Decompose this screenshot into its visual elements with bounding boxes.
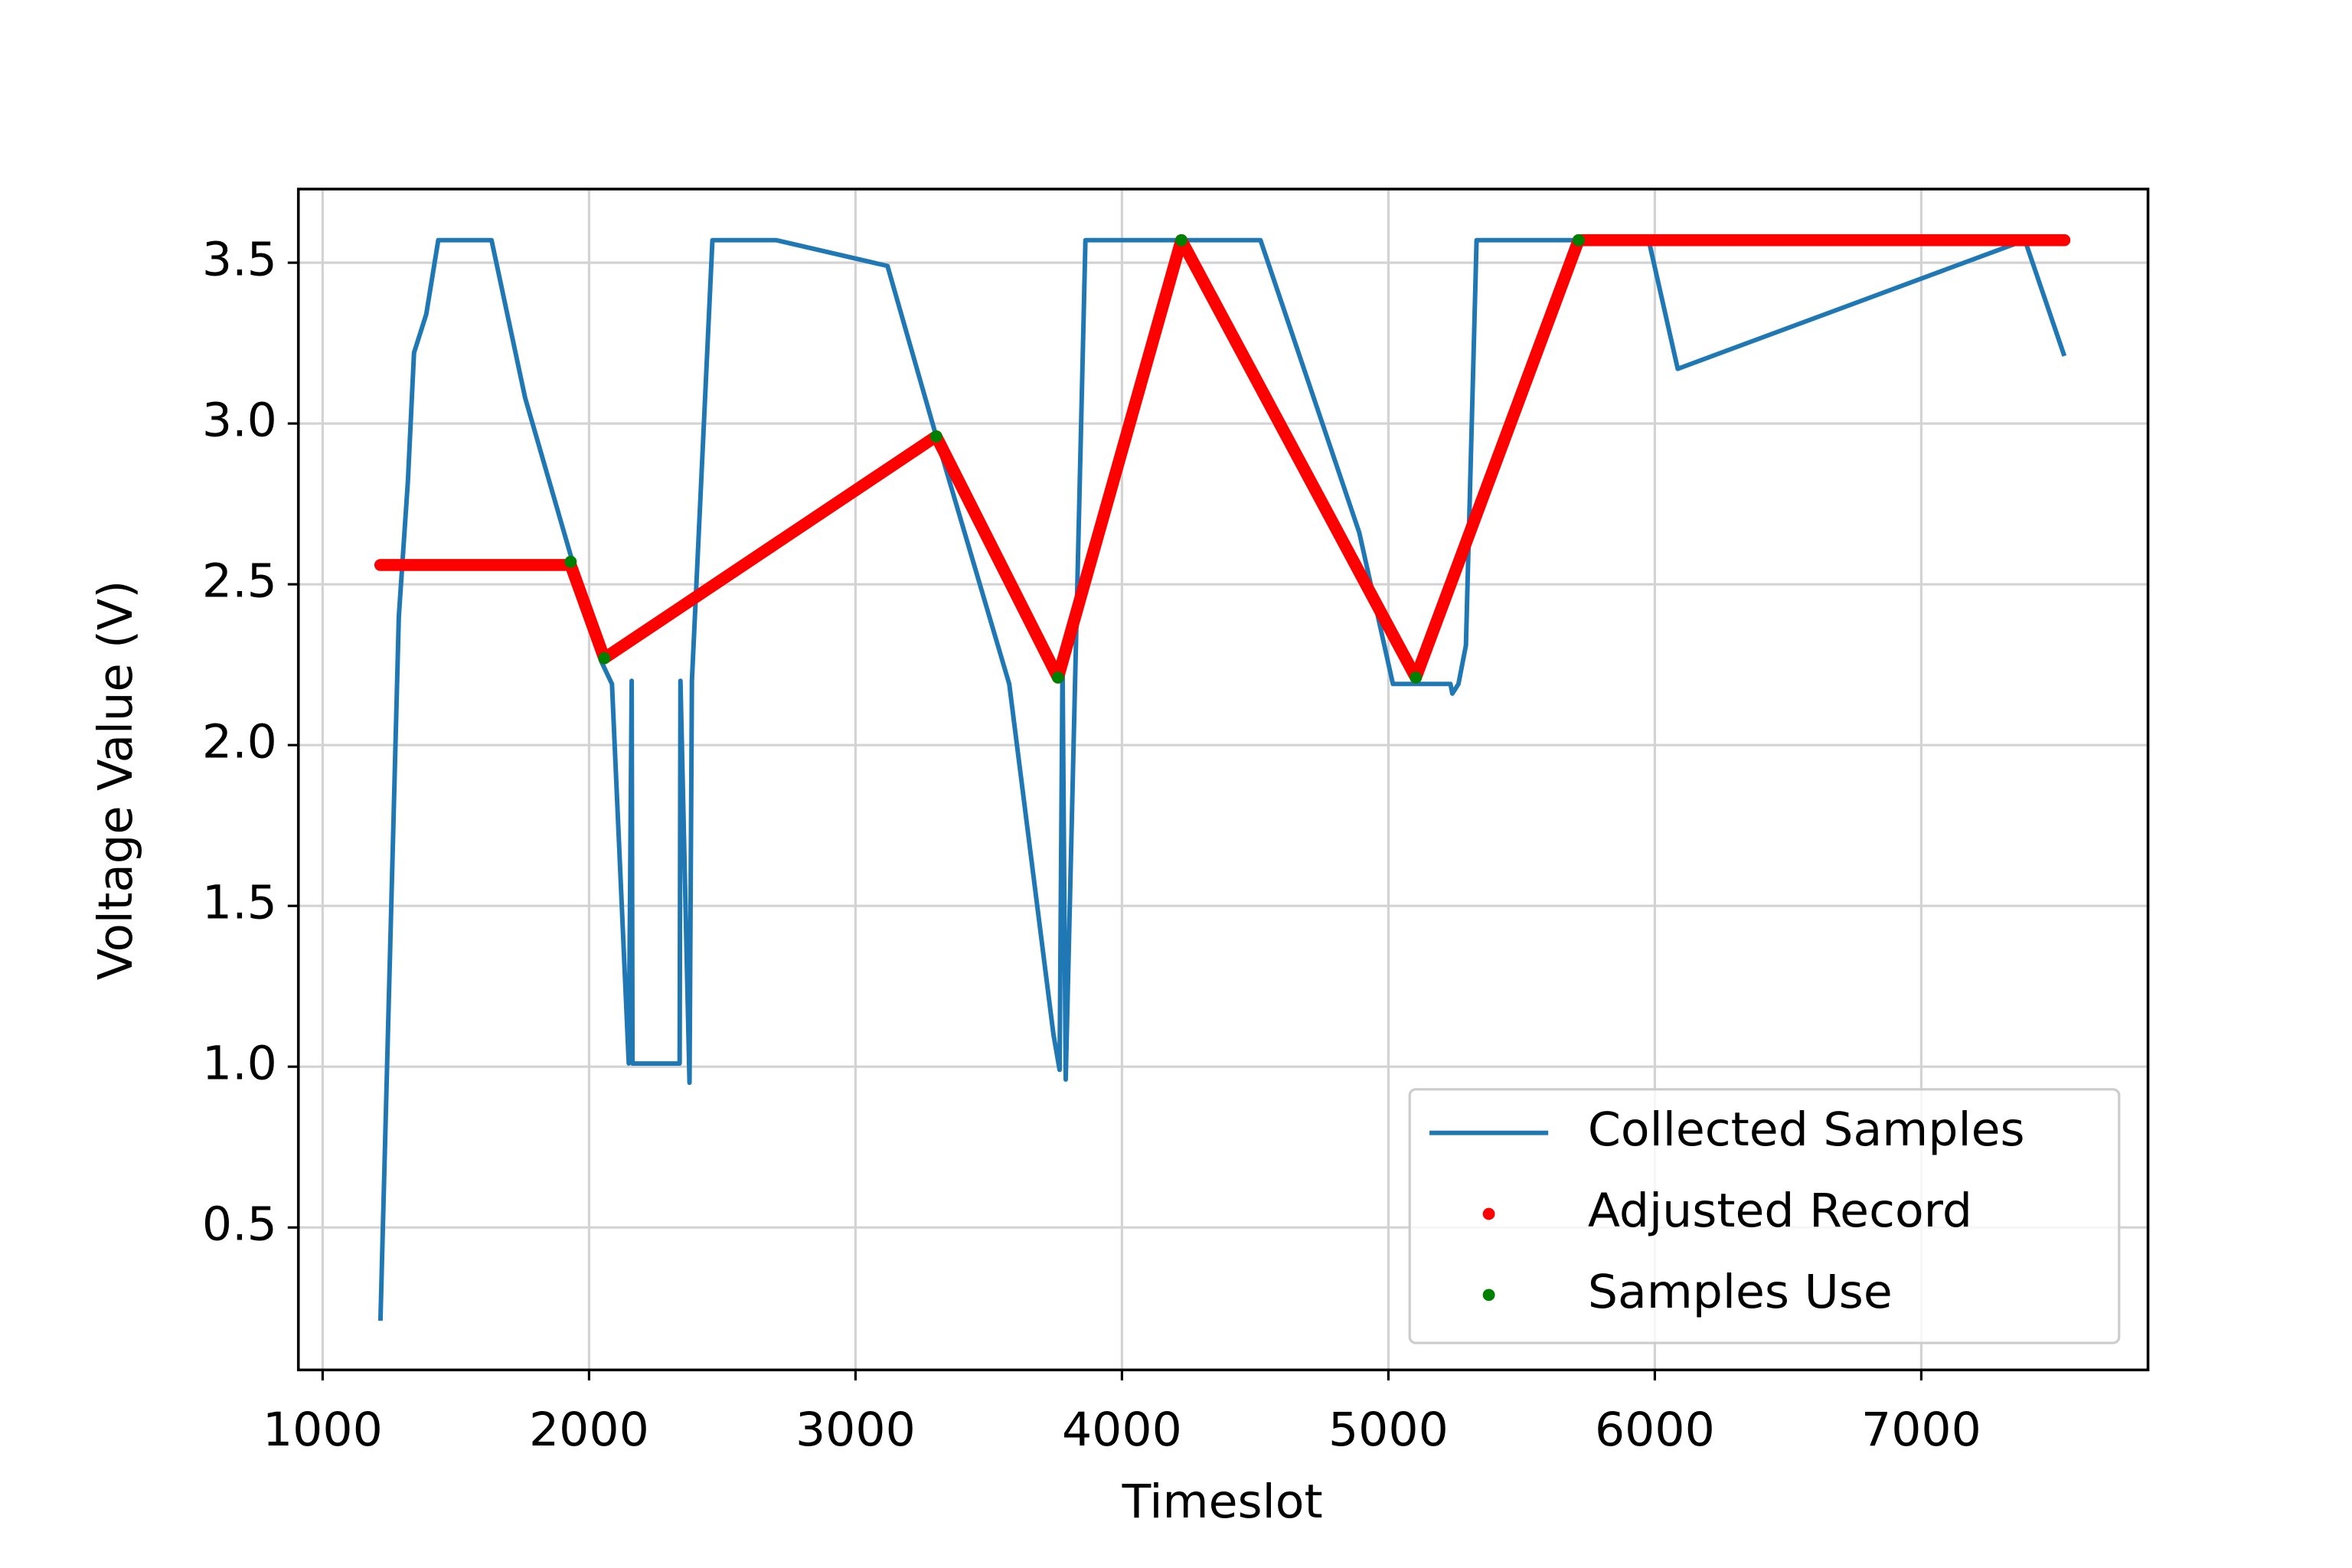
y-tick-label: 3.5	[202, 233, 277, 287]
y-axis-label: Voltage Value (V)	[88, 580, 143, 980]
legend-label: Samples Use	[1588, 1265, 1893, 1319]
data-line	[377, 237, 2067, 1321]
y-tick-label: 1.0	[202, 1037, 277, 1091]
x-tick-label: 7000	[1861, 1403, 1981, 1457]
x-axis-label: Timeslot	[1122, 1475, 1323, 1530]
legend-label: Adjusted Record	[1588, 1184, 1972, 1238]
data-point	[1410, 671, 1423, 684]
data-point	[929, 430, 942, 443]
legend-swatch	[1482, 1207, 1495, 1220]
x-tick-label: 6000	[1595, 1403, 1715, 1457]
x-tick-label: 1000	[263, 1403, 383, 1457]
data-point	[564, 555, 577, 568]
legend-label: Collected Samples	[1588, 1103, 2025, 1158]
plot-frame	[296, 188, 2150, 1372]
y-tick-label: 0.5	[202, 1197, 277, 1252]
x-tick-label: 4000	[1062, 1403, 1182, 1457]
x-tick-label: 2000	[529, 1403, 649, 1457]
x-tick-label: 3000	[795, 1403, 916, 1457]
y-tick-label: 3.0	[202, 394, 277, 448]
y-tick-label: 2.0	[202, 715, 277, 769]
y-tick-label: 2.5	[202, 554, 277, 609]
y-tick-label: 1.5	[202, 876, 277, 930]
legend-box	[1408, 1088, 2121, 1344]
legend-swatch	[1482, 1289, 1495, 1302]
legend: Collected Samples Adjusted Record Samples …	[1408, 1088, 2121, 1344]
x-tick-label: 5000	[1328, 1403, 1449, 1457]
data-point	[598, 652, 611, 665]
data-point	[1175, 234, 1187, 247]
data-point	[1572, 234, 1585, 247]
data-point	[1051, 671, 1064, 684]
